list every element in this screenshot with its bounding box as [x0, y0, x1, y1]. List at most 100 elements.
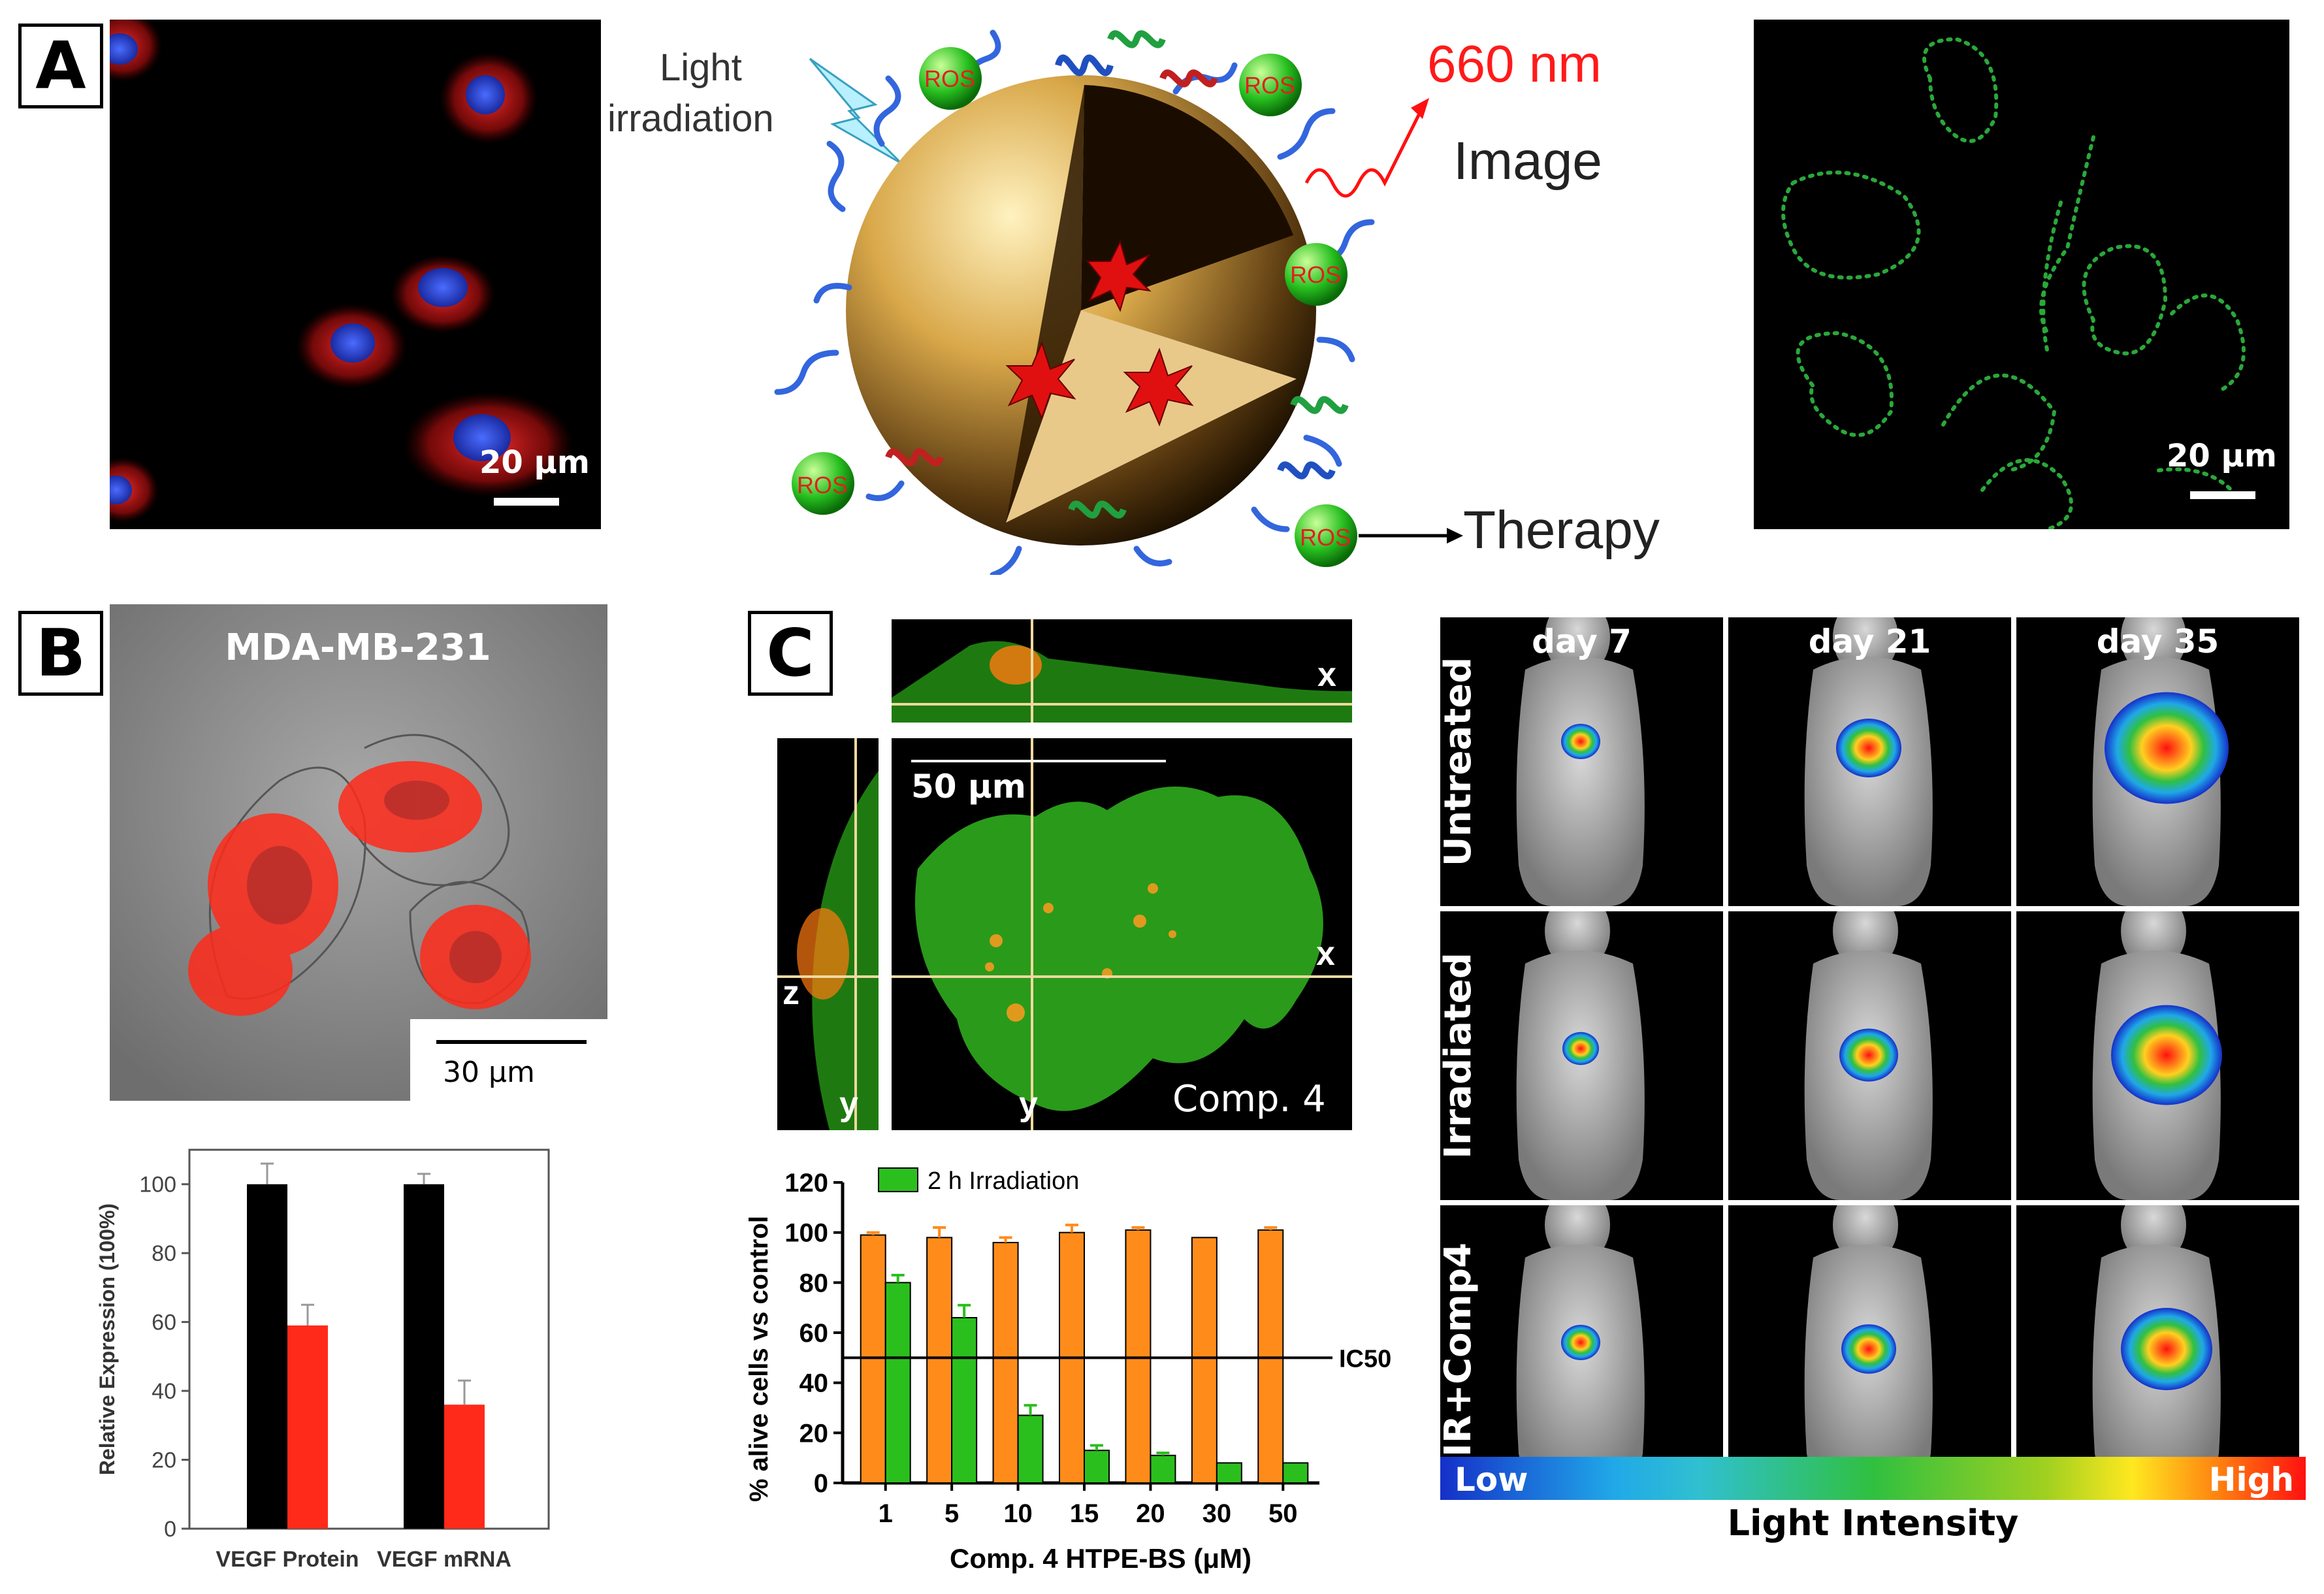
row-label-0: Untreated — [1437, 657, 1479, 867]
wavelength-label: 660 nm — [1427, 35, 1602, 93]
micrograph-red-cells: 20 μm — [110, 20, 601, 529]
day-label-0: day 7 — [1532, 623, 1632, 660]
legend-swatch — [878, 1167, 918, 1192]
axis-label-y-mid: y — [1019, 1085, 1038, 1123]
y-tick-label: 40 — [152, 1379, 176, 1404]
bar — [1191, 1237, 1218, 1484]
row-label-2: IR+Comp4 — [1437, 1243, 1479, 1457]
axis-label-x-mid: x — [1316, 935, 1335, 973]
ros-label-1: ROS — [924, 65, 976, 92]
x-tick-label: 1 — [879, 1499, 893, 1528]
green-cells-drawing — [1781, 37, 2246, 529]
comp-label: Comp. 4 — [1172, 1078, 1326, 1120]
mouse-image-r2-c0 — [1440, 1205, 1723, 1494]
y-tick-label: 40 — [799, 1369, 829, 1398]
legend-label: 2 h Irradiation — [928, 1167, 1079, 1195]
x-tick-label: 15 — [1070, 1499, 1099, 1528]
confocal-xy-view: 50 μm x y Comp. 4 — [892, 738, 1352, 1130]
plot-frame — [188, 1148, 550, 1530]
axis-label-x-top: x — [1317, 656, 1336, 694]
ros-label-3: ROS — [1290, 261, 1342, 288]
y-tick-label: 60 — [152, 1310, 176, 1335]
x-tick-label: 5 — [944, 1499, 959, 1528]
y-tick-label: 100 — [784, 1219, 828, 1248]
scale-bar-right — [2190, 491, 2255, 499]
y-tick-label: 80 — [799, 1269, 829, 1297]
bar — [951, 1317, 978, 1484]
confocal-xz-view: x — [892, 619, 1352, 723]
confocal-yz-view: z y — [777, 738, 879, 1130]
bar — [444, 1405, 485, 1529]
light-label: Light — [660, 46, 742, 89]
axis-label-z: z — [783, 974, 799, 1012]
day-label-2: day 35 — [2096, 623, 2219, 660]
panel-label-b: B — [18, 611, 103, 696]
ros-label-4: ROS — [797, 472, 848, 498]
x-tick-label: 30 — [1202, 1499, 1232, 1528]
bar — [404, 1184, 444, 1529]
x-tick-label: 20 — [1136, 1499, 1165, 1528]
y-tick-label: 100 — [139, 1173, 176, 1197]
micrograph-green-cells: 20 μm — [1754, 20, 2289, 529]
panel-label-a: A — [18, 24, 103, 108]
irradiation-label: irradiation — [607, 97, 774, 140]
row-label-1: Irradiated — [1437, 952, 1479, 1159]
micrograph-mda-mb-231: MDA-MB-231 30 μm — [110, 604, 607, 1101]
panel-label-c: C — [748, 611, 833, 696]
bar — [247, 1184, 287, 1529]
bar — [1084, 1450, 1110, 1484]
colorbar-high-label: High — [2208, 1461, 2294, 1499]
y-tick-label: 20 — [152, 1448, 176, 1473]
bar — [884, 1282, 911, 1484]
bar — [992, 1242, 1019, 1484]
mda-cells-drawing — [110, 604, 607, 1101]
y-tick-label: 80 — [152, 1241, 176, 1266]
colorbar-title: Light Intensity — [1727, 1503, 2019, 1544]
bar — [287, 1325, 328, 1529]
bar — [1017, 1414, 1044, 1484]
y-tick-label: 0 — [164, 1517, 176, 1542]
chart-vegf-expression: 0 20 40 60 80 100 Relative Expression (100%) VE… — [95, 1148, 550, 1572]
y-axis-label: Relative Expression (100%) — [95, 1203, 119, 1475]
ros-label-2: ROS — [1244, 72, 1296, 99]
bar — [1150, 1454, 1176, 1484]
colorbar: Low High — [1440, 1457, 2306, 1500]
red-cells-drawing — [110, 20, 573, 523]
bar — [1216, 1462, 1242, 1484]
y-tick-label: 20 — [799, 1419, 829, 1448]
ic50-label: IC50 — [1339, 1345, 1391, 1373]
y-tick-label: 0 — [814, 1469, 828, 1498]
x-category-label: VEGF Protein — [216, 1547, 359, 1572]
y-tick-label: 60 — [799, 1319, 829, 1348]
therapy-label: Therapy — [1463, 500, 1660, 560]
scale-bar-b — [436, 1040, 587, 1044]
mouse-image-r0-c1 — [1728, 617, 2011, 906]
axis-label-y-left: y — [839, 1085, 858, 1123]
mouse-image-r2-c2 — [2016, 1205, 2299, 1494]
scale-label-b: 30 μm — [443, 1056, 535, 1089]
image-label: Image — [1453, 131, 1602, 191]
cell-line-label: MDA-MB-231 — [225, 626, 491, 669]
scale-bar-left — [494, 498, 559, 506]
scale-label-left: 20 μm — [479, 444, 590, 481]
x-category-label: VEGF mRNA — [377, 1547, 511, 1572]
bar — [1282, 1462, 1309, 1484]
mouse-image-r2-c1 — [1728, 1205, 2011, 1494]
y-axis-label: % alive cells vs control — [745, 1216, 773, 1502]
mouse-image-r1-c2 — [2016, 911, 2299, 1200]
scale-box-b: 30 μm — [410, 1019, 607, 1101]
ros-label-5: ROS — [1300, 524, 1351, 551]
ros-spheres — [792, 47, 1357, 567]
scale-label-right: 20 μm — [2167, 438, 2277, 474]
y-tick-label: 120 — [784, 1169, 828, 1197]
scale-label-c: 50 μm — [911, 768, 1026, 805]
x-axis-label: Comp. 4 HTPE-BS (μM) — [950, 1543, 1251, 1574]
x-tick-label: 10 — [1003, 1499, 1033, 1528]
x-tick-label: 50 — [1268, 1499, 1298, 1528]
mouse-image-r1-c0 — [1440, 911, 1723, 1200]
day-label-1: day 21 — [1808, 623, 1931, 660]
nanoparticle-schematic — [774, 29, 1463, 575]
mouse-image-r0-c2 — [2016, 617, 2299, 906]
mouse-image-r1-c1 — [1728, 911, 2011, 1200]
